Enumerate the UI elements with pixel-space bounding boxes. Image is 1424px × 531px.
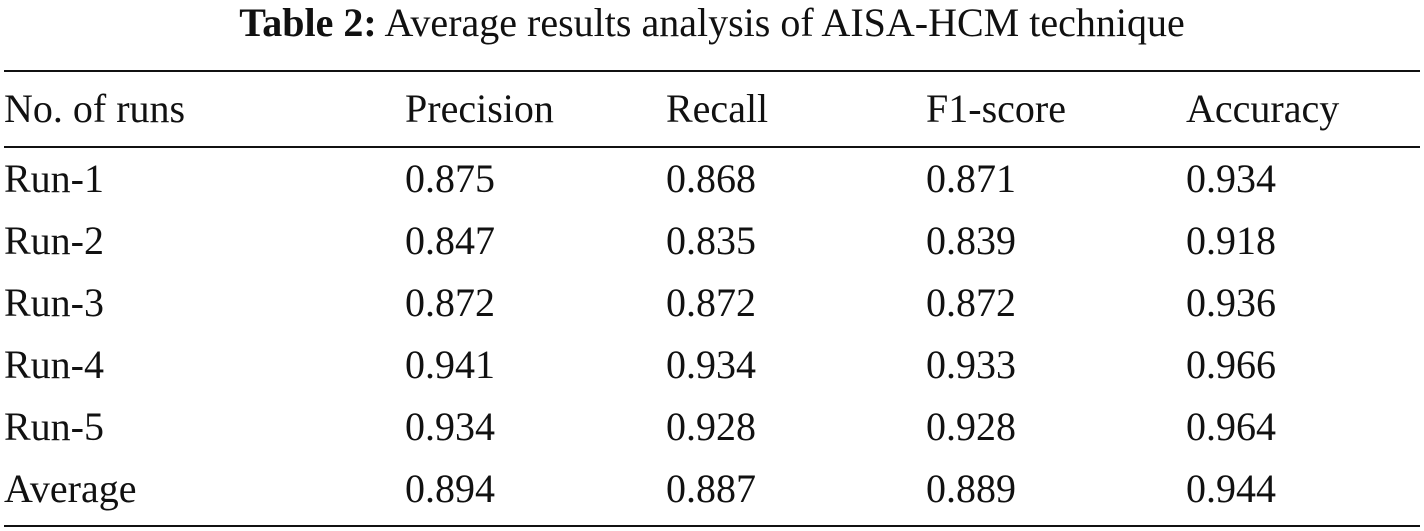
table-row: Run-3 0.872 0.872 0.872 0.936 <box>4 272 1420 334</box>
recall-cell: 0.928 <box>666 404 756 449</box>
header-recall: Recall <box>666 86 769 131</box>
recall-cell: 0.868 <box>666 156 756 201</box>
table-header-row: No. of runs Precision Recall F1-score Ac… <box>4 72 1420 146</box>
accuracy-cell: 0.944 <box>1186 466 1276 511</box>
table-row: Run-4 0.941 0.934 0.933 0.966 <box>4 334 1420 396</box>
row-label: Run-5 <box>4 404 104 449</box>
table-row: Run-5 0.934 0.928 0.928 0.964 <box>4 396 1420 458</box>
recall-cell: 0.934 <box>666 342 756 387</box>
f1-score-cell: 0.871 <box>926 156 1016 201</box>
row-label: Run-4 <box>4 342 104 387</box>
accuracy-cell: 0.964 <box>1186 404 1276 449</box>
precision-cell: 0.941 <box>405 342 495 387</box>
table-caption: Table 2: Average results analysis of AIS… <box>0 0 1424 54</box>
row-label: Run-1 <box>4 156 104 201</box>
f1-score-cell: 0.933 <box>926 342 1016 387</box>
accuracy-cell: 0.966 <box>1186 342 1276 387</box>
precision-cell: 0.872 <box>405 280 495 325</box>
header-no-of-runs: No. of runs <box>4 86 186 131</box>
f1-score-cell: 0.872 <box>926 280 1016 325</box>
caption-label: Table 2: <box>239 0 377 45</box>
precision-cell: 0.875 <box>405 156 495 201</box>
results-table: No. of runs Precision Recall F1-score Ac… <box>4 70 1420 527</box>
table-top-rule <box>4 70 1420 72</box>
precision-cell: 0.934 <box>405 404 495 449</box>
header-accuracy: Accuracy <box>1186 86 1340 131</box>
table-header-rule <box>4 146 1420 148</box>
row-label: Average <box>4 466 137 511</box>
recall-cell: 0.872 <box>666 280 756 325</box>
table-bottom-rule <box>4 525 1420 527</box>
f1-score-cell: 0.889 <box>926 466 1016 511</box>
f1-score-cell: 0.839 <box>926 218 1016 263</box>
row-label: Run-3 <box>4 280 104 325</box>
caption-title: Average results analysis of AISA-HCM tec… <box>384 0 1185 45</box>
header-precision: Precision <box>405 86 554 131</box>
accuracy-cell: 0.936 <box>1186 280 1276 325</box>
table-row: Run-2 0.847 0.835 0.839 0.918 <box>4 210 1420 272</box>
table-body: Run-1 0.875 0.868 0.871 0.934 Run-2 0.84… <box>4 148 1420 525</box>
precision-cell: 0.894 <box>405 466 495 511</box>
table-row: Average 0.894 0.887 0.889 0.944 <box>4 458 1420 520</box>
row-label: Run-2 <box>4 218 104 263</box>
recall-cell: 0.887 <box>666 466 756 511</box>
table-row: Run-1 0.875 0.868 0.871 0.934 <box>4 148 1420 210</box>
accuracy-cell: 0.934 <box>1186 156 1276 201</box>
recall-cell: 0.835 <box>666 218 756 263</box>
f1-score-cell: 0.928 <box>926 404 1016 449</box>
header-f1-score: F1-score <box>926 86 1066 131</box>
accuracy-cell: 0.918 <box>1186 218 1276 263</box>
precision-cell: 0.847 <box>405 218 495 263</box>
